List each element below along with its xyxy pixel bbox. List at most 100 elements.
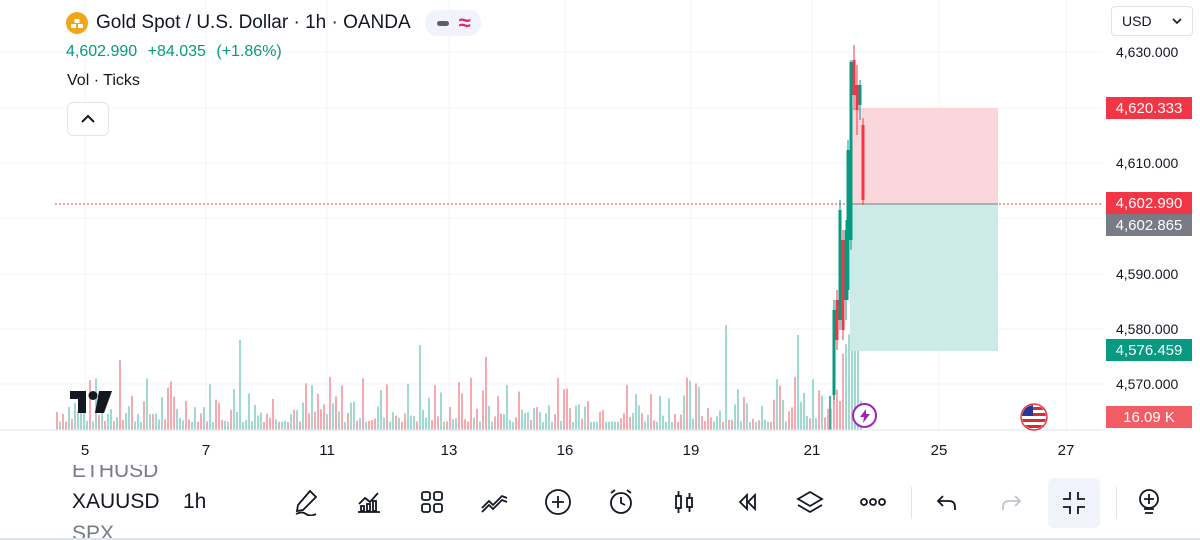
- volume-bar: [416, 421, 418, 430]
- volume-bar: [446, 421, 448, 430]
- collapse-legend-button[interactable]: [67, 102, 109, 136]
- toolbar-divider: [911, 487, 912, 519]
- volume-bar: [143, 401, 145, 430]
- us-flag-icon[interactable]: [1020, 403, 1048, 431]
- volume-bar: [587, 401, 589, 430]
- volume-bar: [308, 413, 310, 430]
- symbol-item-active[interactable]: XAUUSD: [72, 490, 160, 513]
- volume-bar: [815, 418, 817, 430]
- redo-button[interactable]: [994, 485, 1028, 519]
- volume-bar: [149, 414, 151, 430]
- volume-bar: [740, 421, 742, 430]
- fullscreen-exit-button[interactable]: [1048, 478, 1100, 528]
- volume-bar: [104, 421, 106, 430]
- volume-bar: [251, 421, 253, 430]
- volume-bar: [530, 419, 532, 430]
- volume-bar: [269, 417, 271, 430]
- undo-button[interactable]: [930, 485, 964, 519]
- replay-button[interactable]: [730, 485, 764, 519]
- fullscreen-exit-icon: [1063, 492, 1085, 514]
- volume-bar: [638, 405, 640, 430]
- volume-bar: [314, 411, 316, 430]
- volume-bar: [665, 422, 667, 430]
- volume-bar: [443, 421, 445, 430]
- volume-bar: [512, 421, 514, 430]
- volume-bar: [662, 415, 664, 430]
- volume-bar: [494, 416, 496, 430]
- volume-bar: [698, 386, 700, 430]
- volume-bar: [239, 340, 241, 430]
- volume-bar: [524, 413, 526, 430]
- bottom-toolbar: ETHUSD XAUUSD SPX 1h: [0, 465, 1200, 540]
- add-button[interactable]: [541, 485, 575, 519]
- volume-legend[interactable]: Vol · Ticks: [67, 72, 140, 89]
- volume-bar: [218, 402, 220, 430]
- volume-bar: [731, 419, 733, 430]
- compare-button[interactable]: [478, 485, 512, 519]
- volume-bar: [554, 414, 556, 430]
- volume-bar: [818, 390, 820, 430]
- volume-bar: [389, 421, 391, 430]
- alarm-clock-icon: [610, 489, 632, 514]
- layout-button[interactable]: [415, 485, 449, 519]
- volume-bar: [137, 413, 139, 430]
- volume-bar: [188, 419, 190, 430]
- volume-bar: [608, 421, 610, 430]
- legend-controls[interactable]: ≈: [424, 10, 481, 36]
- alert-button[interactable]: [604, 485, 638, 519]
- stop-loss-zone: [850, 108, 998, 204]
- more-button[interactable]: [856, 485, 890, 519]
- volume-bar: [326, 414, 328, 430]
- volume-bar: [377, 406, 379, 430]
- economic-event-icon[interactable]: [852, 403, 877, 428]
- volume-bar: [65, 421, 67, 430]
- minimize-icon[interactable]: [436, 20, 449, 26]
- volume-bar: [119, 360, 121, 430]
- volume-bar: [527, 412, 529, 430]
- chevron-down-icon: [1172, 18, 1182, 24]
- symbol-title: Gold Spot / U.S. Dollar · 1h · OANDA: [96, 12, 411, 33]
- volume-bar: [755, 421, 757, 430]
- symbol-legend[interactable]: Gold Spot / U.S. Dollar · 1h · OANDA ≈: [66, 10, 481, 36]
- timeframe-button[interactable]: 1h: [183, 490, 207, 513]
- volume-bar: [671, 421, 673, 430]
- volume-bar: [485, 357, 487, 430]
- volume-bar: [641, 413, 643, 430]
- volume-bar: [356, 420, 358, 430]
- chart-type-button[interactable]: [667, 485, 701, 519]
- symbol-item[interactable]: SPX: [72, 522, 115, 540]
- date-tick: 7: [201, 442, 211, 459]
- symbol-item[interactable]: ETHUSD: [72, 465, 159, 482]
- price-tick: 4,580.000: [1116, 321, 1179, 337]
- volume-bar: [503, 414, 505, 430]
- volume-bar: [140, 421, 142, 430]
- volume-bar: [221, 420, 223, 430]
- approx-icon[interactable]: ≈: [458, 10, 471, 35]
- date-tick: 21: [803, 442, 821, 459]
- price-change: +84.035: [147, 43, 206, 60]
- layers-button[interactable]: [793, 485, 827, 519]
- volume-bar: [797, 335, 799, 430]
- volume-bar: [77, 411, 79, 430]
- volume-bar: [215, 399, 217, 430]
- volume-bar: [701, 416, 703, 430]
- brush-button[interactable]: [289, 485, 323, 519]
- volume-bar: [209, 384, 211, 430]
- price-tick: 4,570.000: [1116, 376, 1179, 392]
- currency-selector[interactable]: USD: [1111, 6, 1193, 36]
- volume-bar: [263, 421, 265, 430]
- more-icon: [860, 498, 886, 506]
- price-chart[interactable]: [0, 0, 1200, 465]
- volume-bar: [617, 421, 619, 430]
- volume-bar: [566, 388, 568, 430]
- volume-bar: [557, 378, 559, 430]
- symbol-switcher[interactable]: ETHUSD XAUUSD SPX: [72, 465, 162, 540]
- redo-icon: [1002, 495, 1022, 510]
- object-tree-button[interactable]: [1132, 485, 1166, 519]
- indicators-button[interactable]: [352, 485, 386, 519]
- volume-bar: [713, 421, 715, 430]
- volume-bar: [194, 407, 196, 430]
- volume-bar: [467, 421, 469, 430]
- volume-bar: [425, 417, 427, 430]
- volume-bar: [245, 420, 247, 430]
